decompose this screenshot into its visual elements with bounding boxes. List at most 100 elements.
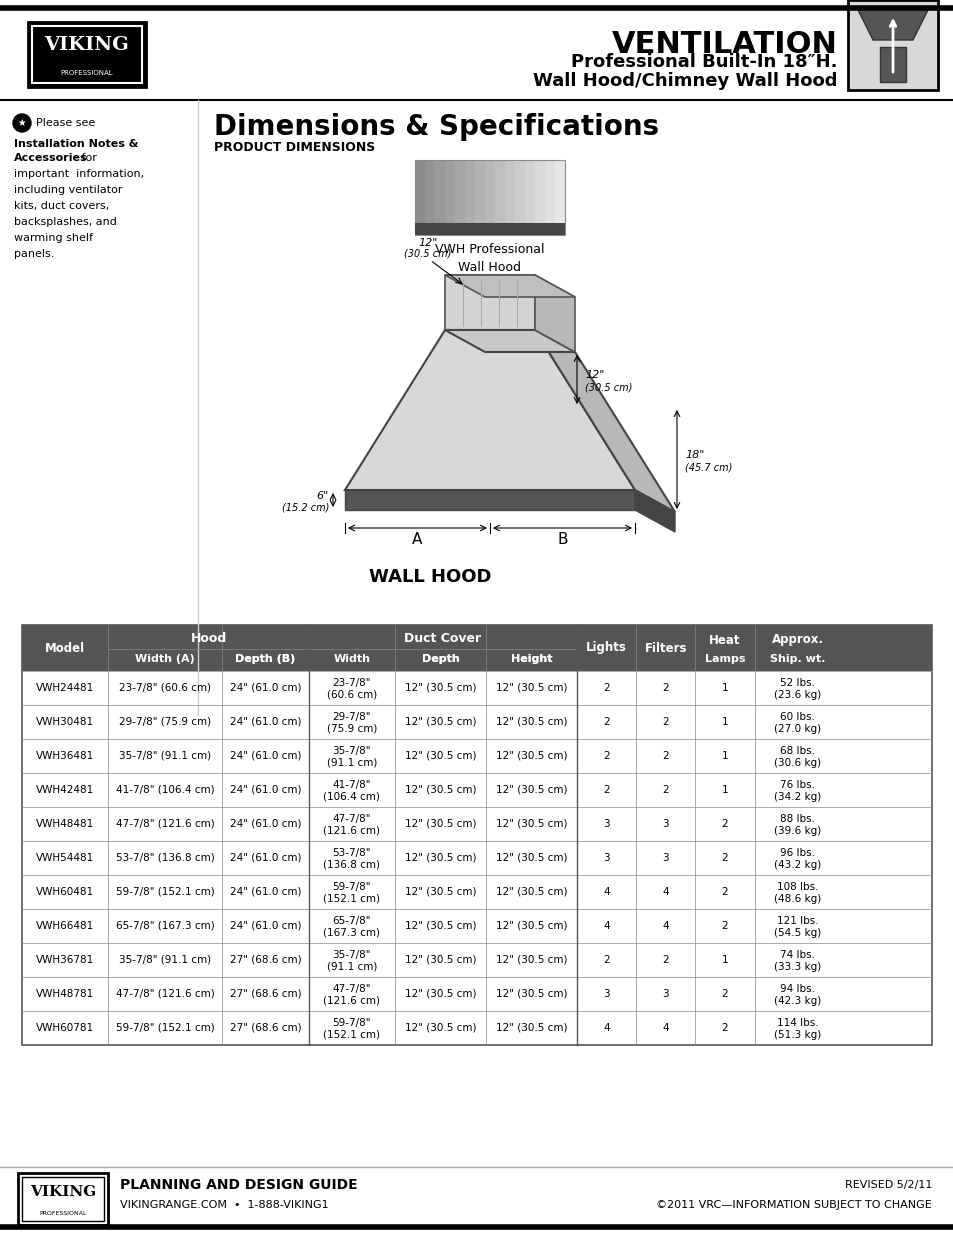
Text: 1: 1 [720,683,727,693]
Text: 2: 2 [602,751,609,761]
Text: 2: 2 [602,785,609,795]
Text: 12" (30.5 cm): 12" (30.5 cm) [404,1023,476,1032]
Text: VWH30481: VWH30481 [36,718,94,727]
Bar [22,876,931,909]
Text: 2: 2 [661,955,668,965]
Text: 24" (61.0 cm): 24" (61.0 cm) [230,887,301,897]
Text: ©2011 VRC—INFORMATION SUBJECT TO CHANGE: ©2011 VRC—INFORMATION SUBJECT TO CHANGE [656,1200,931,1210]
Text: 2: 2 [661,683,668,693]
Text: (30.5 cm): (30.5 cm) [404,248,451,258]
Bar [879,47,905,82]
Text: 24" (61.0 cm): 24" (61.0 cm) [230,785,301,795]
Text: VWH48781: VWH48781 [36,989,94,999]
Bar [444,275,535,330]
Bar [22,625,931,671]
Text: 1: 1 [720,718,727,727]
Text: Model: Model [45,641,85,655]
Polygon shape [345,330,635,490]
Text: 96 lbs.: 96 lbs. [780,848,815,858]
Polygon shape [857,10,927,40]
Text: PRODUCT DIMENSIONS: PRODUCT DIMENSIONS [213,141,375,154]
Bar [22,705,931,739]
Text: Installation Notes &: Installation Notes & [14,140,138,149]
Text: VENTILATION: VENTILATION [612,30,837,59]
Bar [22,671,931,705]
Text: (27.0 kg): (27.0 kg) [774,724,821,734]
Text: Width: Width [333,655,370,664]
Bar [22,1177,104,1221]
Text: 2: 2 [720,853,727,863]
Text: 52 lbs.: 52 lbs. [780,678,815,688]
Text: VWH54481: VWH54481 [36,853,94,863]
Text: Ship. wt.: Ship. wt. [769,655,824,664]
Text: 3: 3 [602,989,609,999]
Text: 2: 2 [720,989,727,999]
Text: 12" (30.5 cm): 12" (30.5 cm) [496,718,567,727]
Bar [22,625,931,1045]
Text: Lights: Lights [586,641,626,655]
Text: 12" (30.5 cm): 12" (30.5 cm) [496,785,567,795]
Text: 53-7/8" (136.8 cm): 53-7/8" (136.8 cm) [116,853,214,863]
Text: (33.3 kg): (33.3 kg) [773,962,821,972]
Text: 76 lbs.: 76 lbs. [780,779,815,790]
Text: Please see: Please see [36,119,95,128]
Text: (48.6 kg): (48.6 kg) [773,894,821,904]
Text: (152.1 cm): (152.1 cm) [323,894,380,904]
Polygon shape [535,275,575,352]
Text: PROFESSIONAL: PROFESSIONAL [61,69,113,75]
Text: (54.5 kg): (54.5 kg) [773,927,821,937]
Text: 2: 2 [661,718,668,727]
Text: 47-7/8": 47-7/8" [333,984,371,994]
Text: 53-7/8": 53-7/8" [333,848,371,858]
Text: (15.2 cm): (15.2 cm) [281,503,329,513]
Text: WALL HOOD: WALL HOOD [369,568,491,585]
Text: 12" (30.5 cm): 12" (30.5 cm) [496,887,567,897]
Bar [415,224,564,235]
Bar [455,161,464,235]
Text: VWH24481: VWH24481 [36,683,94,693]
Text: (121.6 cm): (121.6 cm) [323,995,380,1005]
Bar [22,841,931,876]
Bar [32,26,142,83]
Text: 60 lbs.: 60 lbs. [780,711,815,722]
Text: 121 lbs.: 121 lbs. [776,916,818,926]
Bar [28,22,146,86]
Text: Approx.: Approx. [771,634,822,646]
Text: 24" (61.0 cm): 24" (61.0 cm) [230,853,301,863]
Bar [22,944,931,977]
Text: 35-7/8" (91.1 cm): 35-7/8" (91.1 cm) [119,751,212,761]
Text: 88 lbs.: 88 lbs. [780,814,815,824]
Bar [535,161,544,235]
Text: 3: 3 [602,819,609,829]
Text: Hood: Hood [191,632,227,646]
Text: 12" (30.5 cm): 12" (30.5 cm) [496,853,567,863]
Bar [464,161,475,235]
Text: 1: 1 [720,955,727,965]
Text: 12": 12" [584,370,604,380]
Polygon shape [444,275,575,296]
Text: 3: 3 [602,853,609,863]
Bar [495,161,504,235]
Text: (136.8 cm): (136.8 cm) [323,860,380,869]
Text: VWH60781: VWH60781 [36,1023,94,1032]
Text: 24" (61.0 cm): 24" (61.0 cm) [230,718,301,727]
Text: Depth (B): Depth (B) [235,655,295,664]
Text: REVISED 5/2/11: REVISED 5/2/11 [843,1179,931,1191]
Text: Dimensions & Specifications: Dimensions & Specifications [213,112,659,141]
Polygon shape [635,490,675,532]
Bar [22,773,931,806]
Text: (121.6 cm): (121.6 cm) [323,826,380,836]
Text: 2: 2 [720,1023,727,1032]
Text: 27" (68.6 cm): 27" (68.6 cm) [230,989,301,999]
Bar [475,161,484,235]
Text: 2: 2 [720,819,727,829]
Text: (43.2 kg): (43.2 kg) [773,860,821,869]
Text: VIKINGRANGE.COM  •  1-888-VIKING1: VIKINGRANGE.COM • 1-888-VIKING1 [120,1200,328,1210]
Text: ★: ★ [17,119,27,128]
Text: 47-7/8" (121.6 cm): 47-7/8" (121.6 cm) [116,989,214,999]
Text: 12" (30.5 cm): 12" (30.5 cm) [496,751,567,761]
Text: 74 lbs.: 74 lbs. [780,950,815,960]
Text: 12" (30.5 cm): 12" (30.5 cm) [404,785,476,795]
Text: (167.3 cm): (167.3 cm) [323,927,380,937]
Text: Height: Height [510,655,552,664]
